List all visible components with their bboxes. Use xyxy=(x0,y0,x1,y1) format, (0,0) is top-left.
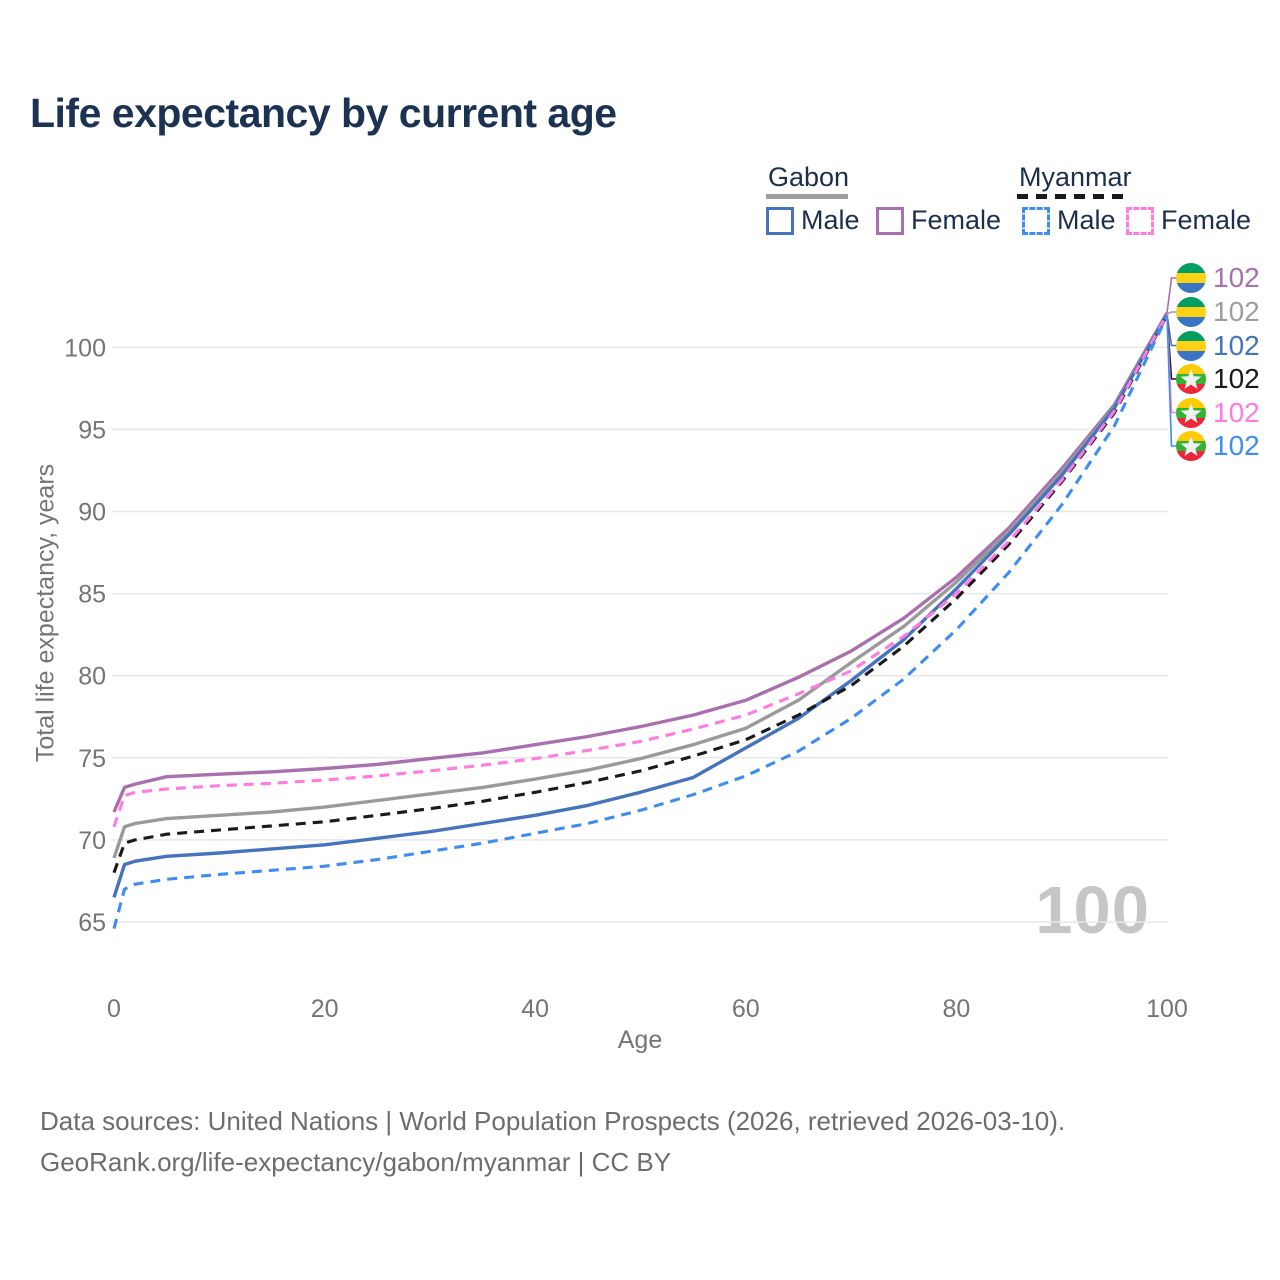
gabon-flag-icon xyxy=(1176,330,1206,361)
end-label-gabon-female: 102 xyxy=(1176,262,1260,293)
end-label-value: 102 xyxy=(1213,430,1260,461)
end-label-value: 102 xyxy=(1213,296,1260,327)
leader-line-0 xyxy=(1166,277,1177,313)
y-tick-label: 100 xyxy=(64,334,106,362)
end-label-gabon-male: 102 xyxy=(1176,329,1260,361)
legend-item-myanmar-female[interactable]: Female xyxy=(1126,205,1251,236)
x-tick-label: 20 xyxy=(311,995,339,1023)
legend-swatch-myanmar-female xyxy=(1126,206,1154,235)
end-label-gabon-both-sexes: 102 xyxy=(1176,296,1260,327)
y-tick-label: 65 xyxy=(78,909,106,937)
legend-item-label: Female xyxy=(911,205,1002,235)
end-label-value: 102 xyxy=(1213,396,1260,428)
leader-line-1 xyxy=(1166,311,1177,315)
legend-item-gabon-male[interactable]: Male xyxy=(766,205,860,236)
series-line-gabon-both-sexes xyxy=(112,312,1169,859)
x-tick-label: 100 xyxy=(1146,995,1188,1023)
leader-line-5 xyxy=(1166,316,1177,447)
series-line-myanmar-female xyxy=(112,313,1169,828)
legend-group-myanmar-underline xyxy=(1017,194,1129,199)
legend-swatch-myanmar-male xyxy=(1022,206,1050,235)
page-title: Life expectancy by current age xyxy=(30,90,617,136)
end-label-value: 102 xyxy=(1213,329,1260,361)
legend-group-gabon[interactable]: Gabon xyxy=(768,162,850,192)
legend-group-myanmar[interactable]: Myanmar xyxy=(1019,162,1132,192)
end-label-myanmar-both-sexes: 102 xyxy=(1176,363,1260,394)
end-label-myanmar-male: 102 xyxy=(1176,430,1260,461)
myanmar-flag-icon xyxy=(1176,431,1206,461)
legend-item-label: Female xyxy=(1161,205,1252,235)
x-tick-label: 80 xyxy=(942,995,970,1023)
myanmar-flag-icon xyxy=(1176,364,1206,394)
legend-item-gabon-female[interactable]: Female xyxy=(876,205,1001,236)
gabon-flag-icon xyxy=(1176,297,1206,327)
legend-item-label: Male xyxy=(801,205,860,235)
series-line-myanmar-both-sexes xyxy=(112,314,1169,874)
end-label-value: 102 xyxy=(1213,363,1260,394)
gabon-flag-icon xyxy=(1176,263,1206,293)
series-line-gabon-male xyxy=(112,313,1169,898)
y-tick-label: 75 xyxy=(78,745,106,773)
x-axis-title: Age xyxy=(617,1026,663,1054)
legend-group-gabon-underline xyxy=(766,194,848,199)
leader-line-2 xyxy=(1166,314,1177,347)
footer-data-sources: Data sources: United Nations | World Pop… xyxy=(40,1106,1066,1136)
series-line-gabon-female xyxy=(112,311,1169,813)
y-tick-label: 70 xyxy=(78,827,106,855)
x-tick-label: 60 xyxy=(732,995,760,1023)
y-tick-label: 90 xyxy=(78,499,106,527)
x-tick-label: 40 xyxy=(521,995,549,1023)
legend-swatch-gabon-male xyxy=(766,206,794,235)
end-label-myanmar-female: 102 xyxy=(1176,396,1260,428)
footer-attribution: GeoRank.org/life-expectancy/gabon/myanma… xyxy=(40,1147,672,1177)
y-axis-title: Total life expectancy, years xyxy=(31,463,60,763)
legend-item-label: Male xyxy=(1057,205,1116,235)
x-tick-label: 0 xyxy=(107,995,121,1023)
y-tick-label: 80 xyxy=(78,663,106,691)
series-line-myanmar-male xyxy=(112,315,1169,929)
legend-item-myanmar-male[interactable]: Male xyxy=(1022,205,1116,236)
watermark-100: 100 xyxy=(1035,873,1150,948)
end-label-value: 102 xyxy=(1213,262,1260,293)
legend-swatch-gabon-female xyxy=(876,206,904,235)
myanmar-flag-icon xyxy=(1176,397,1206,428)
y-tick-label: 95 xyxy=(78,416,106,444)
y-tick-label: 85 xyxy=(78,581,106,609)
